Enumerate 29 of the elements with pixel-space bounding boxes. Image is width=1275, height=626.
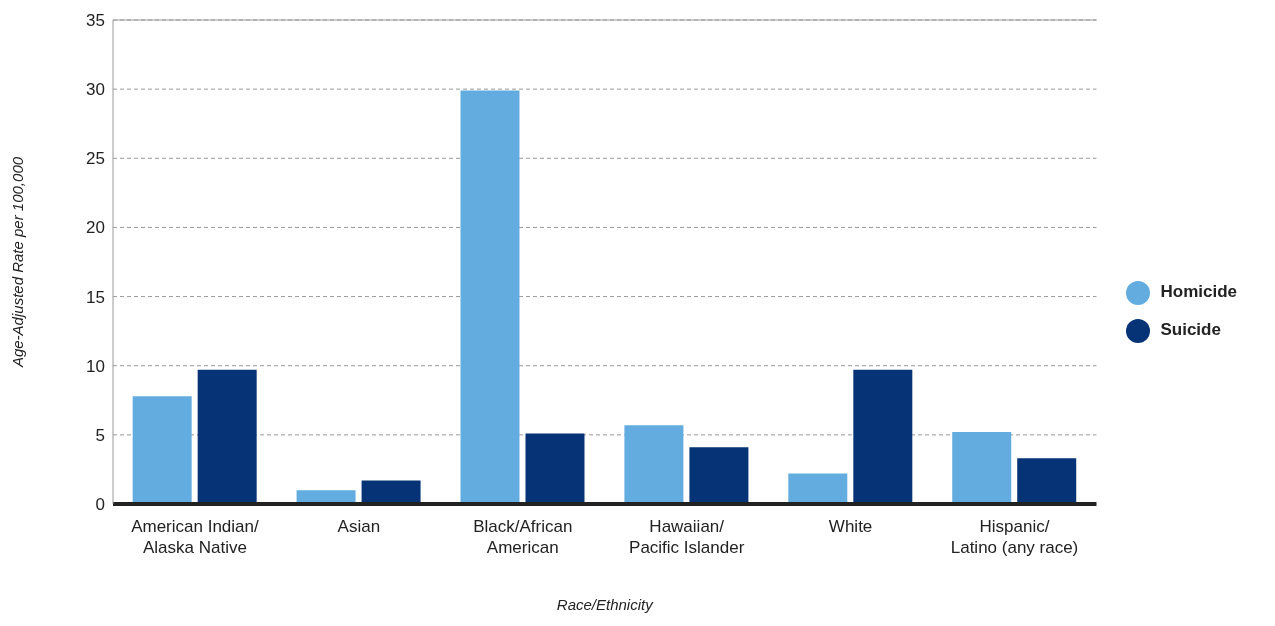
x-tick-label: American Indian/ Alaska Native — [131, 517, 260, 557]
y-tick-label: 5 — [95, 425, 105, 445]
bar — [132, 396, 192, 504]
bar — [1017, 458, 1077, 504]
bar — [689, 447, 749, 504]
y-tick-label: 35 — [86, 11, 105, 31]
y-tick-label: 20 — [86, 218, 105, 238]
bar — [788, 473, 848, 504]
y-axis-title: Age-Adjusted Rate per 100,000 — [9, 156, 27, 369]
bar — [197, 369, 257, 504]
legend-label: Suicide — [1160, 320, 1221, 339]
bar — [460, 90, 520, 504]
x-tick-label: Black/African American — [473, 517, 573, 557]
legend-label: Homicide — [1160, 282, 1237, 301]
y-tick-label: 15 — [86, 287, 105, 307]
y-tick-label: 30 — [86, 80, 105, 100]
x-tick-label: Asian — [337, 517, 381, 536]
x-tick-label: Hispanic/ Latino (any race) — [950, 517, 1079, 557]
y-tick-label: 10 — [86, 356, 105, 376]
y-tick-label: 0 — [95, 495, 105, 515]
y-tick-label: 25 — [86, 149, 105, 169]
bar — [525, 433, 585, 504]
bar — [952, 432, 1012, 504]
x-tick-label: Hawaiian/ Pacific Islander — [629, 517, 745, 557]
bar — [624, 425, 684, 504]
x-axis-title: Race/Ethnicity — [556, 596, 655, 613]
bar — [361, 480, 421, 504]
x-tick-label: White — [828, 517, 873, 536]
bar — [853, 369, 913, 504]
